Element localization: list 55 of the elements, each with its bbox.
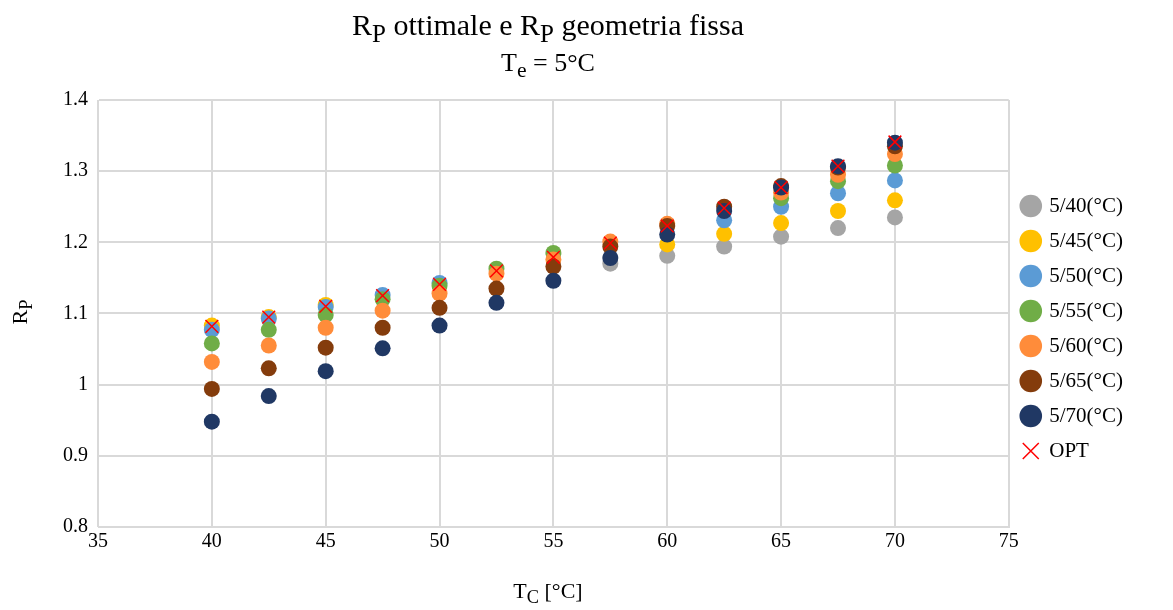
point — [317, 363, 334, 380]
x-tick-label: 60 — [657, 529, 678, 552]
x-tick-label: 40 — [201, 529, 222, 552]
legend-label: 5/65(°C) — [1049, 367, 1124, 392]
point — [886, 209, 903, 226]
point — [773, 228, 790, 245]
point — [374, 340, 391, 357]
legend-label: 5/60(°C) — [1049, 332, 1124, 357]
y-tick-label: 1.4 — [63, 87, 88, 110]
x-tick-label: 35 — [88, 529, 108, 552]
point — [203, 335, 220, 352]
point — [260, 388, 277, 405]
y-tick-label: 1.3 — [63, 158, 88, 181]
point — [488, 280, 505, 297]
point — [317, 339, 334, 356]
chart-subtitle: T$_{e}$ = 5°C — [500, 48, 596, 84]
x-tick-label: 75 — [998, 529, 1019, 552]
point — [260, 360, 277, 377]
y-tick-label: 1.2 — [63, 229, 88, 252]
point — [886, 192, 903, 209]
legend-label: 5/70(°C) — [1049, 402, 1124, 427]
y-tick-label: 0.8 — [63, 514, 88, 537]
x-axis-title: T$_{C}$ [°C] — [512, 578, 584, 609]
legend-label: OPT — [1049, 437, 1090, 462]
chart-title: R$_{P}$ ottimale e R$_{P}$ geometria fissa — [351, 8, 745, 48]
x-tick-label: 55 — [543, 529, 564, 552]
y-tick-label: 0.9 — [63, 443, 88, 466]
point — [830, 203, 846, 220]
legend-label: 5/40(°C) — [1049, 192, 1124, 217]
point — [203, 380, 220, 397]
point — [602, 249, 619, 266]
point — [830, 220, 846, 237]
y-tick-label: 1.1 — [63, 300, 88, 323]
legend-label: 5/45(°C) — [1049, 227, 1124, 252]
point — [488, 294, 505, 311]
point — [260, 337, 277, 354]
legend-label: 5/55(°C) — [1049, 297, 1124, 322]
point — [773, 215, 790, 232]
point — [545, 272, 562, 289]
point — [431, 299, 448, 316]
point — [886, 172, 903, 189]
point — [260, 321, 277, 338]
y-tick-label: 1 — [78, 371, 88, 394]
x-tick-label: 65 — [771, 529, 792, 552]
point — [203, 353, 220, 370]
legend-label: 5/50(°C) — [1049, 262, 1124, 287]
point — [203, 413, 220, 430]
x-tick-label: 50 — [429, 529, 450, 552]
x-tick-label: 70 — [884, 529, 905, 552]
point — [431, 317, 448, 334]
x-tick-label: 45 — [315, 529, 336, 552]
point — [374, 319, 391, 336]
point — [716, 225, 733, 242]
point — [317, 319, 334, 336]
point — [374, 302, 391, 319]
